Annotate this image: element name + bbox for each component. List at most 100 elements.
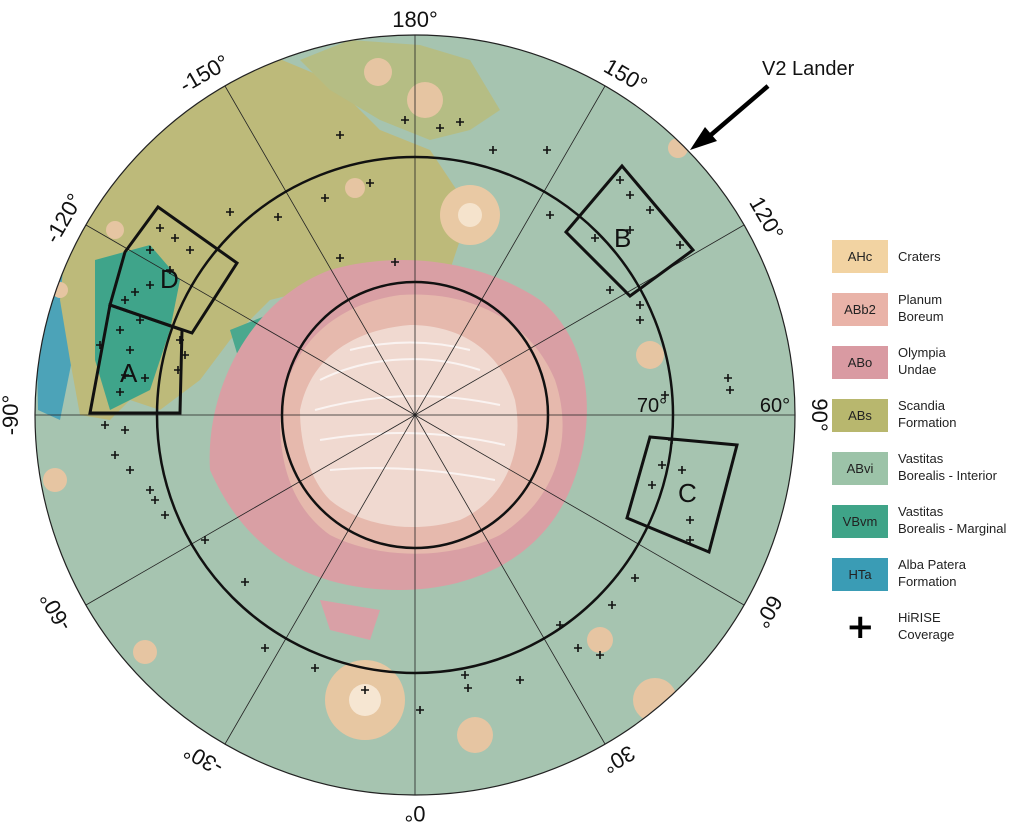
v2-lander-label: V2 Lander [762,58,855,80]
hirise-marker [456,118,464,126]
lon-label-neg90: -90° [0,395,23,436]
hirise-marker [156,224,164,232]
lon-label-neg60: -60° [35,588,77,636]
hirise-marker [146,281,154,289]
hirise-marker [616,176,624,184]
legend-item-abvi: ABvi Vastitas Borealis - Interior [832,450,1032,486]
legend-item-hta: HTa Alba Patera Formation [832,556,1032,592]
hirise-marker [574,644,582,652]
hirise-marker [336,131,344,139]
hirise-marker [116,326,124,334]
lon-label-90: 90° [807,398,832,431]
hirise-marker [546,211,554,219]
legend-swatch-hta: HTa [832,558,888,591]
hirise-marker [111,451,119,459]
hirise-marker [121,371,129,379]
hirise-marker [146,246,154,254]
latitude-circle-70 [155,155,675,675]
lon-label-180: 180° [392,7,438,32]
hirise-marker [101,421,109,429]
legend-label-hirise: HiRISE Coverage [898,610,955,642]
study-area-a-label: A [120,358,138,388]
hirise-marker [261,644,269,652]
legend-label-ahc: Craters [898,249,941,264]
latitude-circle-80 [280,280,550,550]
hirise-marker [489,146,497,154]
hirise-marker [171,234,179,242]
hirise-marker [391,258,399,266]
hirise-marker [311,664,319,672]
hirise-marker [436,124,444,132]
hirise-marker [661,391,669,399]
legend-swatch-ahc: AHc [832,240,888,273]
legend-label-abs: Scandia Formation [898,398,957,430]
study-area-d-box [108,204,240,335]
study-area-c-label: C [678,478,697,508]
legend-item-ahc: AHc Craters [832,238,1032,274]
legend-item-abb2: ABb2 Planum Boreum [832,291,1032,327]
legend-item-hirise: + HiRISE Coverage [832,609,1032,645]
hirise-marker [631,574,639,582]
hirise-marker [321,194,329,202]
hirise-marker [464,684,472,692]
hirise-marker [416,706,424,714]
legend-label-abo: Olympia Undae [898,345,946,377]
hirise-marker [724,374,732,382]
hirise-marker [401,116,409,124]
hirise-marker [116,388,124,396]
hirise-marker [606,286,614,294]
hirise-marker [678,466,686,474]
lon-label-neg30: -30° [179,739,227,781]
hirise-marker [274,213,282,221]
hirise-marker [136,316,144,324]
hirise-marker [241,578,249,586]
hirise-marker [626,191,634,199]
legend-item-abo: ABo Olympia Undae [832,344,1032,380]
lon-label-60: 60° [749,591,787,632]
legend-swatch-abs: ABs [832,399,888,432]
hirise-marker [226,208,234,216]
hirise-marker [646,206,654,214]
study-area-d-label: D [160,264,179,294]
hirise-marker [151,496,159,504]
hirise-marker [336,254,344,262]
hirise-marker [608,601,616,609]
hirise-marker [366,179,374,187]
study-area-b-box [563,163,696,298]
legend-swatch-abo: ABo [832,346,888,379]
hirise-marker [121,426,129,434]
lon-label-30: 30° [598,740,639,778]
legend-label-abb2: Planum Boreum [898,292,944,324]
legend-swatch-vbvm: VBvm [832,505,888,538]
hirise-marker [146,486,154,494]
legend-label-abvi: Vastitas Borealis - Interior [898,451,997,483]
hirise-marker [543,146,551,154]
hirise-marker [596,651,604,659]
hirise-marker [201,536,209,544]
hirise-marker [636,316,644,324]
study-area-c-box [625,435,739,555]
legend-swatch-abvi: ABvi [832,452,888,485]
hirise-marker [186,246,194,254]
hirise-marker [556,621,564,629]
hirise-marker [626,226,634,234]
hirise-marker [648,481,656,489]
hirise-marker [141,374,149,382]
hirise-marker [361,686,369,694]
study-area-boxes [88,163,739,555]
study-area-b-label: B [614,223,631,253]
hirise-marker [516,676,524,684]
hirise-marker [658,461,666,469]
hirise-marker [131,288,139,296]
hirise-marker [126,346,134,354]
legend-item-abs: ABs Scandia Formation [832,397,1032,433]
lat-label-70: 70° [637,395,667,417]
lat-label-60: 60° [760,395,790,417]
meridian-lines [35,35,795,795]
hirise-marker [461,671,469,679]
hirise-marker [686,516,694,524]
hirise-marker [726,386,734,394]
hirise-marker [161,511,169,519]
hirise-marker [126,466,134,474]
hirise-marker [636,301,644,309]
